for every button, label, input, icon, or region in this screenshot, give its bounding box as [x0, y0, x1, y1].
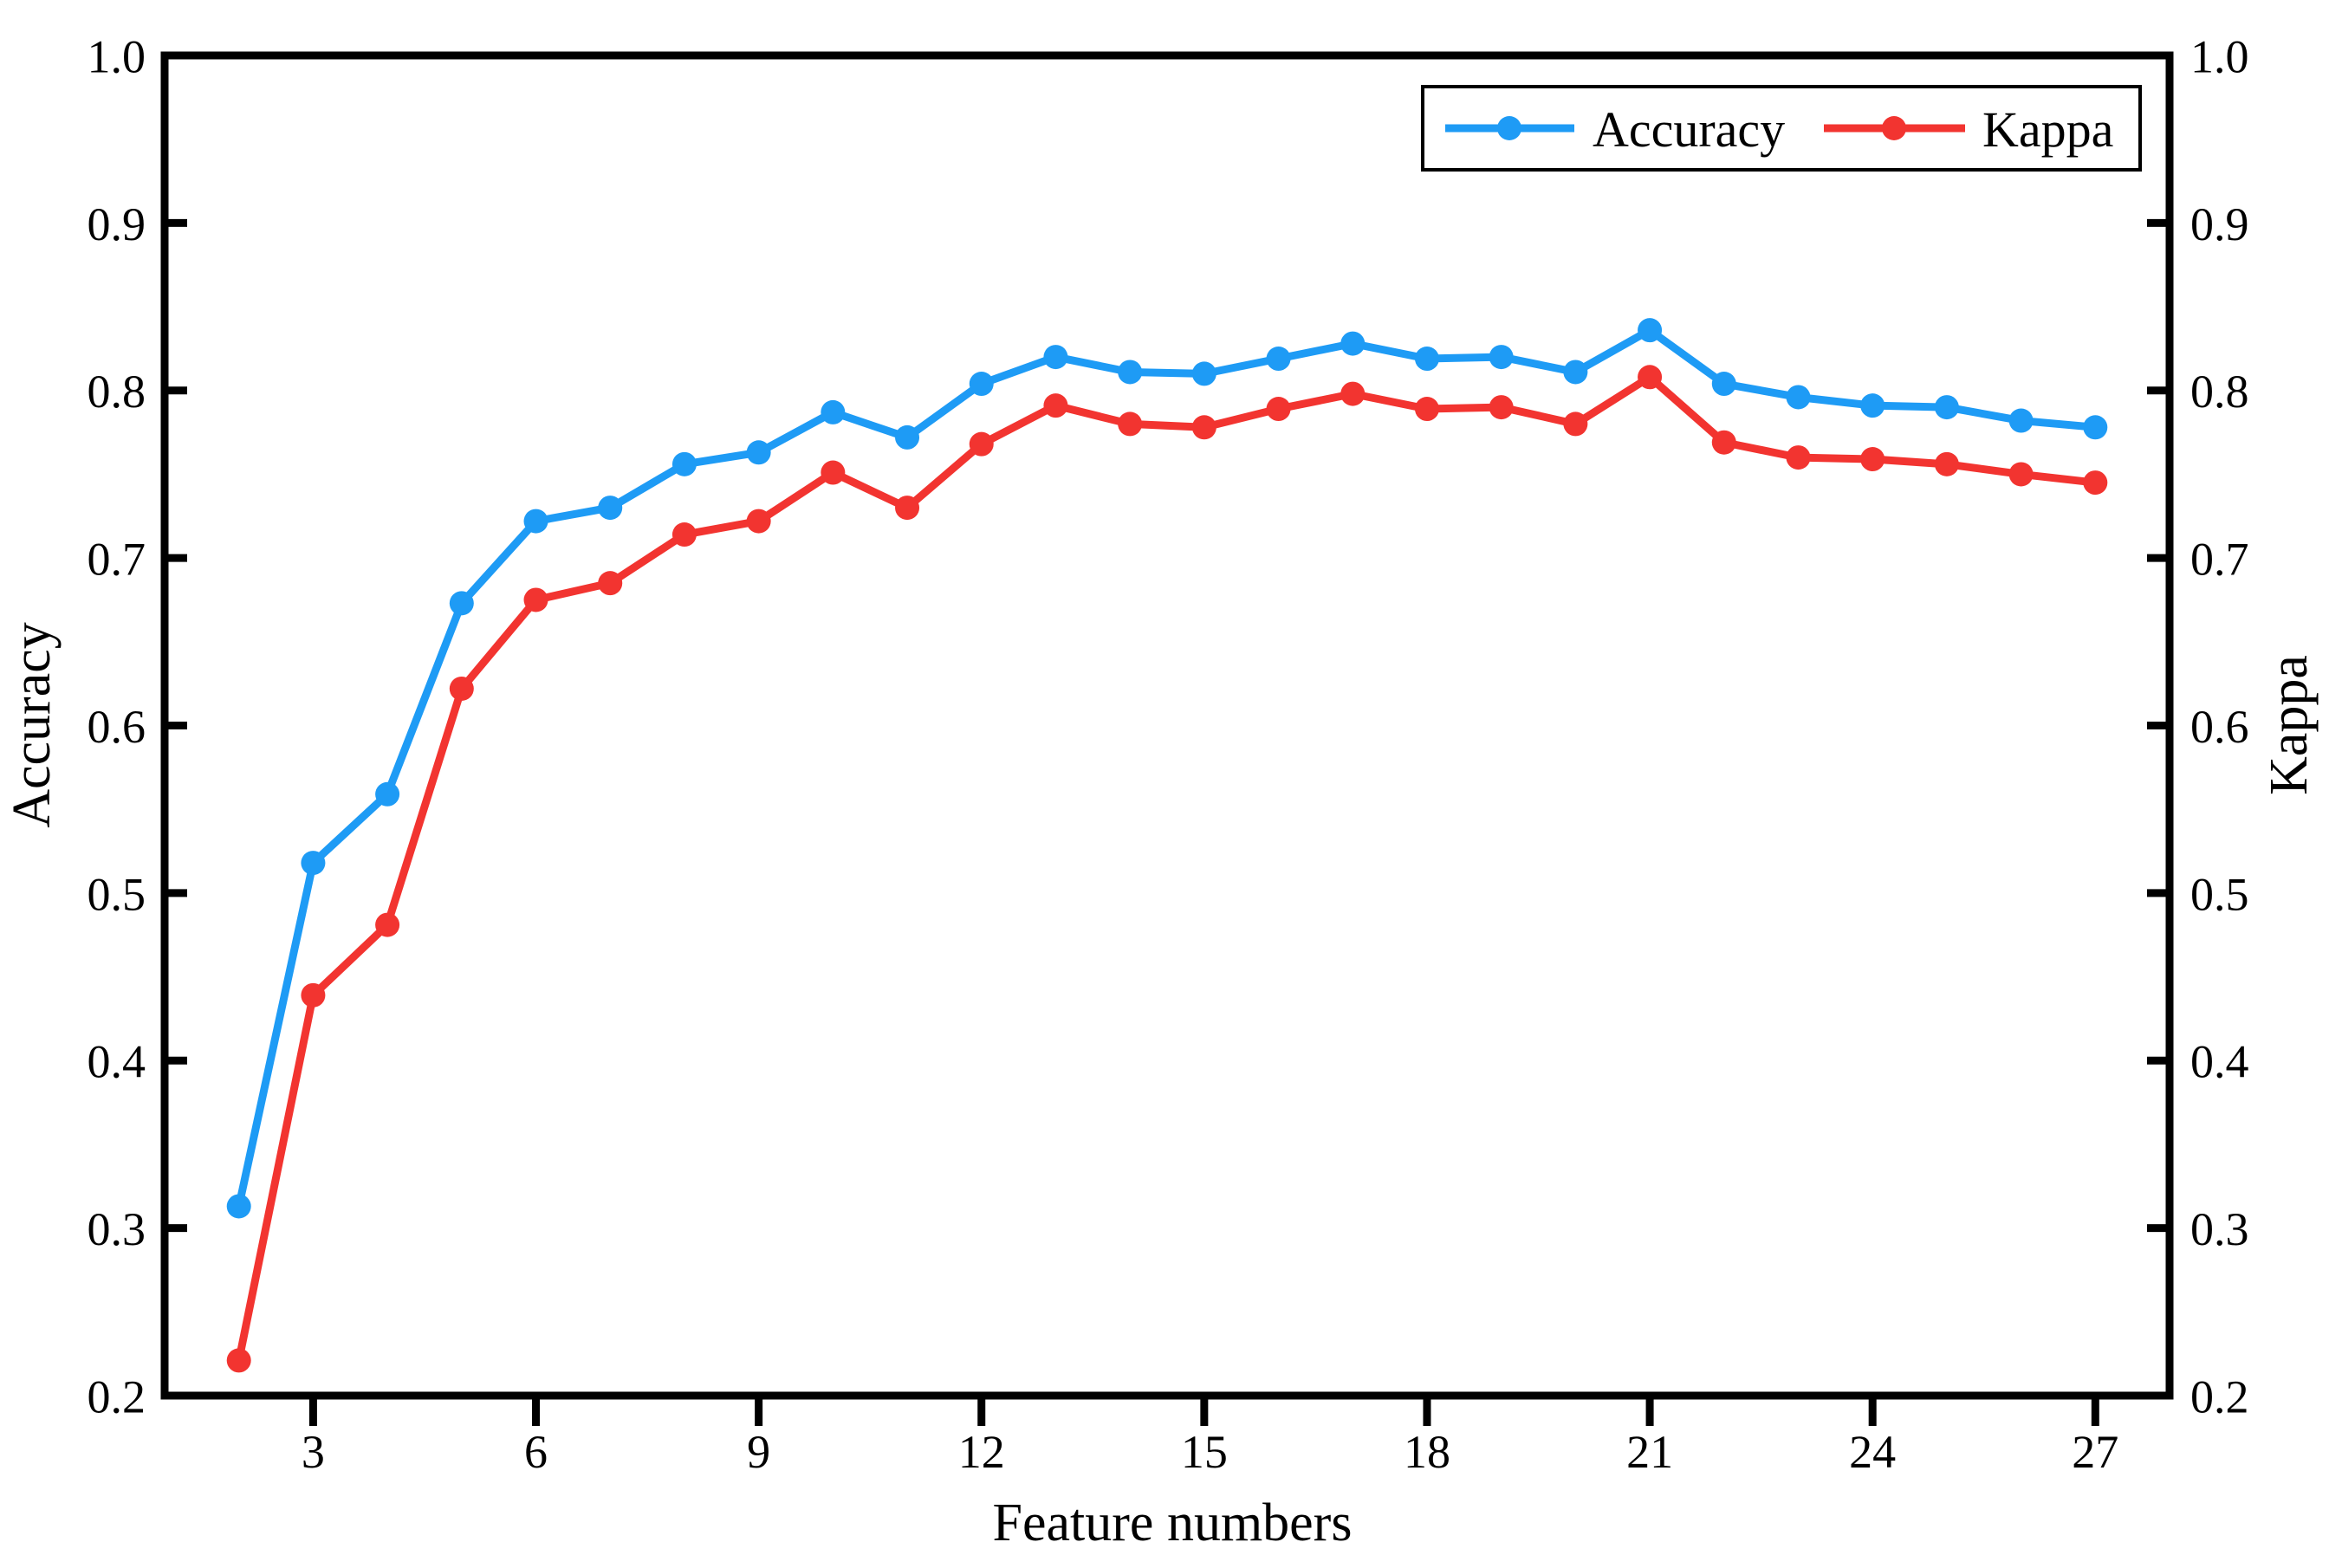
- kappa-point: [746, 509, 771, 534]
- kappa-point: [301, 982, 326, 1008]
- accuracy-point: [969, 372, 994, 397]
- kappa-point: [1489, 395, 1514, 420]
- x-tick-label: 21: [1626, 1426, 1673, 1478]
- legend-label-accuracy: Accuracy: [1593, 101, 1785, 158]
- kappa-point: [1711, 430, 1736, 455]
- accuracy-point: [1340, 331, 1366, 356]
- kappa-point: [1786, 445, 1811, 470]
- y-left-tick-label: 1.0: [88, 30, 146, 82]
- y-left-tick-label: 0.5: [88, 868, 146, 920]
- y-right-tick-label: 0.7: [2190, 534, 2249, 586]
- kappa-point: [2083, 470, 2108, 496]
- plot-frame: [160, 51, 2174, 1400]
- y-left-tick-label: 0.2: [88, 1370, 146, 1422]
- accuracy-point: [523, 509, 548, 534]
- kappa-line: [235, 373, 2099, 1364]
- kappa-point: [598, 571, 623, 596]
- y-right-tick-label: 0.9: [2190, 198, 2249, 250]
- kappa-point: [821, 460, 846, 485]
- y-left-tick-label: 0.7: [88, 534, 146, 586]
- legend-label-kappa: Kappa: [1982, 101, 2113, 158]
- y-right-tick-label: 0.5: [2190, 868, 2249, 920]
- x-tick-label: 15: [1181, 1426, 1228, 1478]
- kappa-point: [449, 676, 474, 701]
- y-left-tick-label: 0.9: [88, 198, 146, 250]
- series-layer: [226, 318, 2108, 1373]
- kappa-point: [1266, 397, 1291, 422]
- y-left-tick-label: 0.8: [88, 366, 146, 418]
- accuracy-point: [1860, 393, 1885, 418]
- y-right-tick-label: 0.6: [2190, 701, 2249, 753]
- accuracy-point: [1934, 395, 1959, 420]
- y-right-tick-label: 0.3: [2190, 1203, 2249, 1255]
- kappa-point: [1191, 415, 1216, 440]
- accuracy-point: [598, 496, 623, 521]
- accuracy-point: [1118, 360, 1143, 385]
- kappa-point: [1118, 411, 1143, 437]
- accuracy-point: [746, 440, 771, 465]
- kappa-point: [1043, 393, 1068, 418]
- y-left-tick-label: 0.4: [88, 1036, 146, 1088]
- kappa-point: [1860, 447, 1885, 472]
- kappa-point: [1934, 451, 1959, 476]
- accuracy-point: [821, 399, 846, 424]
- accuracy-point: [2083, 415, 2108, 440]
- accuracy-point: [1266, 347, 1291, 372]
- y-right-tick-label: 1.0: [2190, 30, 2249, 82]
- accuracy-point: [226, 1194, 251, 1219]
- x-tick-label: 6: [524, 1426, 548, 1478]
- kappa-legend-marker-icon: [1882, 116, 1906, 140]
- x-tick-label: 18: [1404, 1426, 1450, 1478]
- accuracy-legend-marker-icon: [1497, 116, 1521, 140]
- kappa-point: [1563, 411, 1588, 437]
- tick-labels-layer: 0.2 0.2 0.3 0.3 0.4 0.4 0.5 0.5 0.6 0.6 0.7 0.7 0.8 0…: [88, 30, 2249, 1478]
- accuracy-point: [1638, 318, 1663, 343]
- legend: Accuracy Kappa: [1421, 85, 2142, 172]
- kappa-point: [1414, 397, 1439, 422]
- accuracy-point: [2008, 408, 2034, 433]
- accuracy-point: [1191, 361, 1216, 386]
- kappa-point: [1638, 365, 1663, 390]
- kappa-point: [969, 431, 994, 457]
- y-right-tick-label: 0.4: [2190, 1036, 2249, 1088]
- accuracy-point: [1786, 385, 1811, 410]
- accuracy-point: [895, 424, 920, 450]
- x-tick-label: 27: [2072, 1426, 2118, 1478]
- accuracy-point: [1414, 347, 1439, 372]
- x-tick-label: 12: [958, 1426, 1005, 1478]
- legend-item-accuracy: Accuracy: [1445, 101, 1785, 158]
- accuracy-point: [671, 451, 697, 476]
- accuracy-line: [235, 326, 2099, 1210]
- accuracy-point: [1489, 345, 1514, 370]
- accuracy-point: [1711, 372, 1736, 397]
- y-left-axis-title: Accuracy: [3, 622, 62, 828]
- y-right-axis-title: Kappa: [2260, 655, 2319, 795]
- kappa-point: [1340, 381, 1366, 406]
- y-left-tick-label: 0.3: [88, 1203, 146, 1255]
- legend-item-kappa: Kappa: [1824, 101, 2113, 158]
- kappa-point: [2008, 462, 2034, 487]
- kappa-point: [375, 912, 400, 937]
- y-left-tick-label: 0.6: [88, 701, 146, 753]
- x-tick-label: 24: [1849, 1426, 1896, 1478]
- y-right-tick-label: 0.2: [2190, 1370, 2249, 1422]
- x-tick-label: 3: [302, 1426, 325, 1478]
- kappa-point: [523, 587, 548, 612]
- kappa-point: [226, 1348, 251, 1373]
- y-right-tick-label: 0.8: [2190, 366, 2249, 418]
- kappa-point: [895, 496, 920, 521]
- kappa-point: [671, 522, 697, 548]
- accuracy-point: [1043, 345, 1068, 370]
- accuracy-point: [301, 851, 326, 876]
- accuracy-point: [449, 591, 474, 616]
- accuracy-point: [1563, 360, 1588, 385]
- x-axis-title: Feature numbers: [993, 1493, 1353, 1552]
- x-tick-label: 9: [747, 1426, 770, 1478]
- accuracy-point: [375, 781, 400, 807]
